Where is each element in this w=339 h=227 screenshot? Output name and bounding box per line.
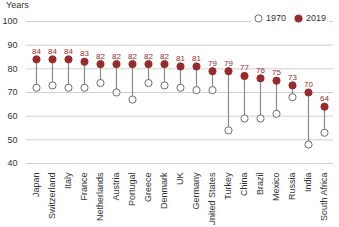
svg-text:40: 40 — [7, 158, 17, 168]
svg-text:Portugal: Portugal — [127, 173, 137, 207]
svg-text:Mexico: Mexico — [271, 173, 281, 202]
svg-text:81: 81 — [192, 54, 201, 63]
svg-text:82: 82 — [144, 52, 153, 61]
svg-text:79: 79 — [224, 59, 233, 68]
svg-text:76: 76 — [256, 66, 265, 75]
svg-text:Switzerland: Switzerland — [47, 173, 57, 220]
html-text:Years: Years — [6, 0, 29, 10]
svg-text:70: 70 — [7, 87, 17, 97]
svg-text:China: China — [239, 173, 249, 197]
svg-text:Greece: Greece — [143, 173, 153, 203]
svg-text:Netherlands: Netherlands — [95, 172, 105, 221]
svg-text:70: 70 — [304, 80, 313, 89]
svg-text:Austria: Austria — [111, 173, 121, 201]
svg-text:Denmark: Denmark — [159, 172, 169, 209]
svg-text:84: 84 — [32, 47, 41, 56]
svg-text:82: 82 — [96, 52, 105, 61]
svg-text:Brazil: Brazil — [255, 173, 265, 196]
svg-text:Russia: Russia — [287, 173, 297, 201]
svg-text:Turkey: Turkey — [223, 172, 233, 200]
svg-text:84: 84 — [64, 47, 73, 56]
svg-text:90: 90 — [7, 40, 17, 50]
svg-text:82: 82 — [112, 52, 121, 61]
svg-text:Italy: Italy — [63, 172, 73, 189]
svg-text:100: 100 — [2, 16, 17, 26]
svg-text:73: 73 — [288, 73, 297, 82]
svg-text:Germany: Germany — [191, 172, 201, 210]
svg-text:United States: United States — [207, 172, 217, 225]
html-text:1970: 1970 — [265, 13, 286, 23]
svg-text:UK: UK — [175, 173, 185, 186]
html-text:2019: 2019 — [306, 13, 326, 23]
svg-text:75: 75 — [272, 68, 281, 77]
svg-text:64: 64 — [320, 94, 329, 103]
svg-text:France: France — [79, 173, 89, 201]
svg-text:South Africa: South Africa — [319, 173, 329, 222]
svg-text:82: 82 — [160, 52, 169, 61]
svg-text:80: 80 — [7, 64, 17, 74]
svg-text:79: 79 — [208, 59, 217, 68]
svg-text:60: 60 — [7, 111, 17, 121]
svg-text:India: India — [303, 173, 313, 193]
svg-text:82: 82 — [128, 52, 137, 61]
svg-text:50: 50 — [7, 135, 17, 145]
svg-text:81: 81 — [176, 54, 185, 63]
svg-text:Japan: Japan — [31, 173, 41, 198]
svg-text:84: 84 — [48, 47, 57, 56]
svg-text:77: 77 — [240, 63, 249, 72]
svg-text:83: 83 — [80, 49, 89, 58]
